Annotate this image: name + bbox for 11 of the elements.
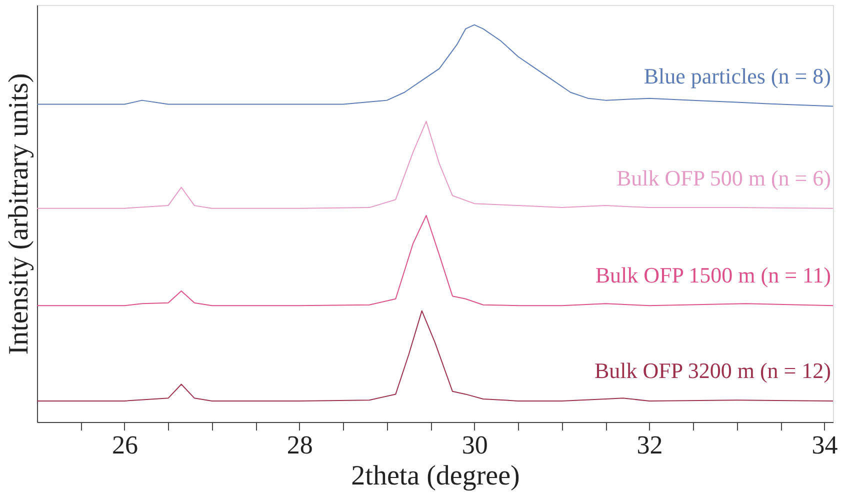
x-tick-label: 34: [812, 430, 838, 460]
y-axis-title: Intensity (arbitrary units): [4, 73, 34, 355]
x-tick-label: 30: [462, 430, 488, 460]
series-label: Blue particles (n = 8): [644, 63, 831, 88]
x-tick-label: 26: [112, 430, 138, 460]
x-tick-label: 28: [286, 430, 313, 460]
x-tick-label: 32: [636, 430, 663, 460]
series-label: Bulk OFP 500 m (n = 6): [616, 165, 831, 190]
x-axis-title: 2theta (degree): [351, 460, 520, 492]
series-label: Bulk OFP 3200 m (n = 12): [594, 358, 831, 383]
series-label: Bulk OFP 1500 m (n = 11): [595, 262, 831, 288]
